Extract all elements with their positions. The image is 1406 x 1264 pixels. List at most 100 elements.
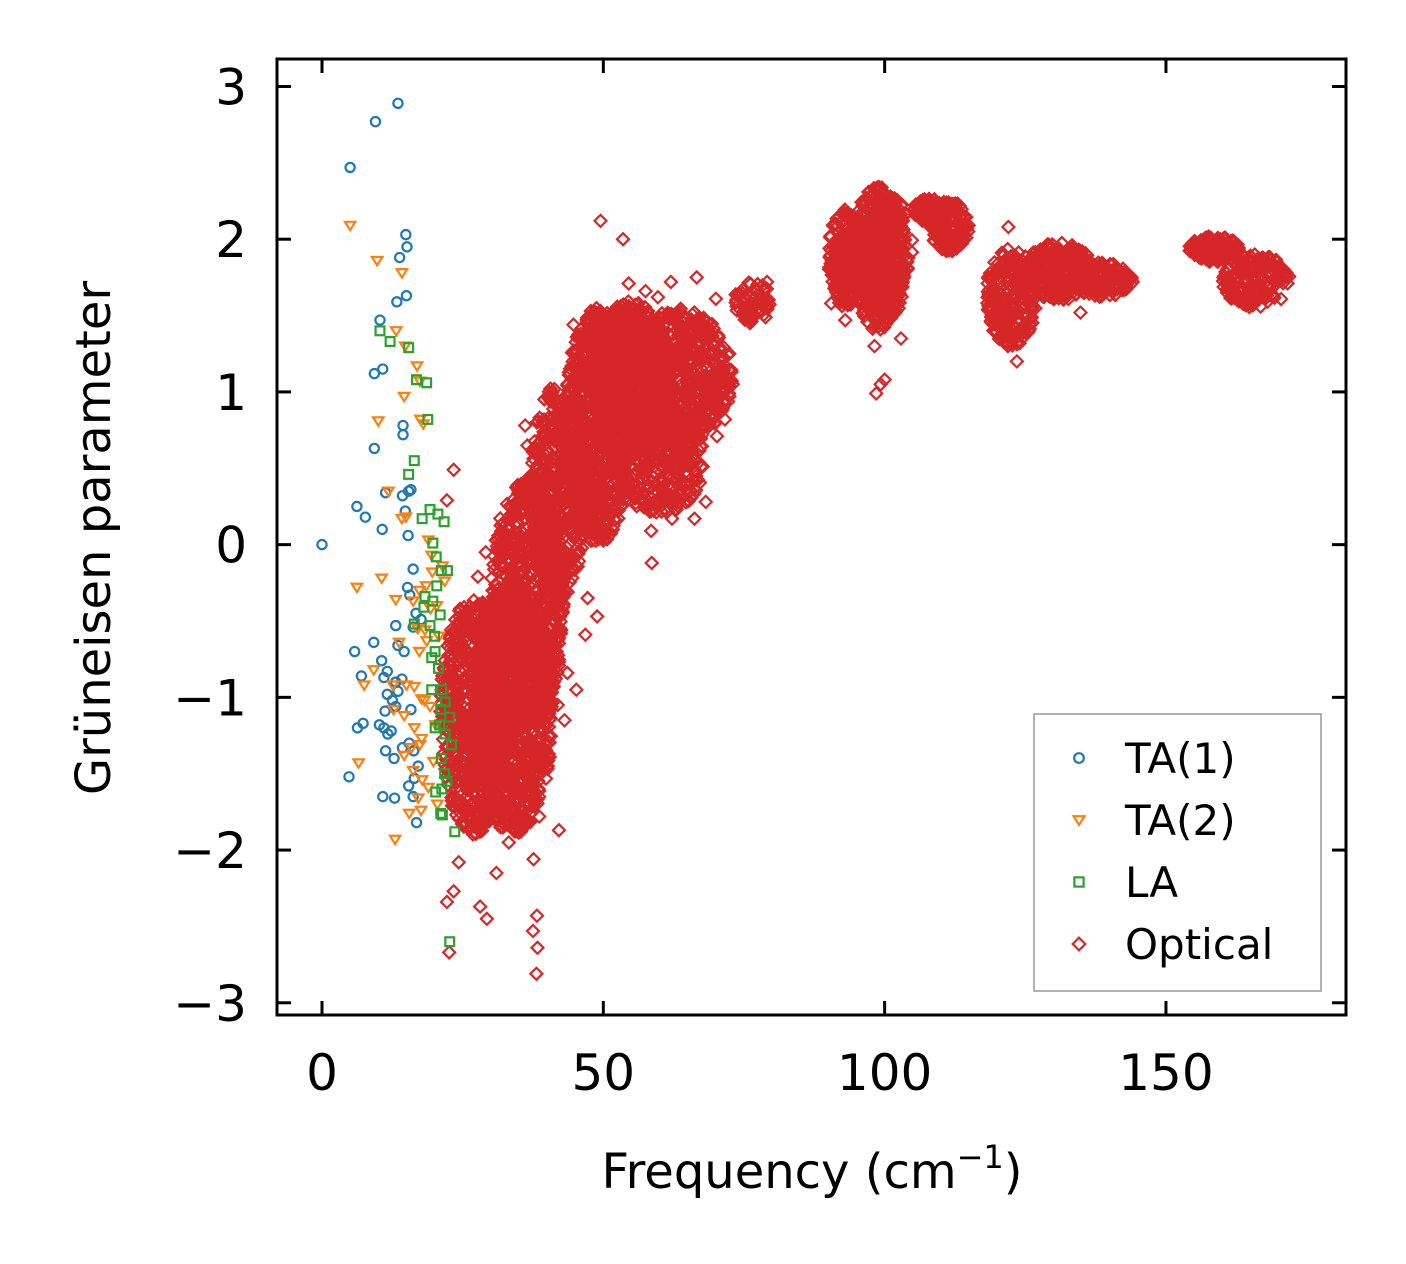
optical-point xyxy=(546,666,562,682)
optical-point xyxy=(497,649,513,665)
optical-point xyxy=(529,458,545,474)
optical-point xyxy=(528,792,544,808)
optical-point xyxy=(505,671,521,687)
optical-point xyxy=(532,767,548,783)
optical-point xyxy=(514,717,530,733)
optical-point xyxy=(468,826,484,842)
optical-point xyxy=(448,675,464,691)
optical-point xyxy=(442,640,458,656)
optical-point xyxy=(516,773,532,789)
optical-point xyxy=(537,626,553,642)
optical-point xyxy=(525,791,541,807)
optical-point xyxy=(533,433,549,449)
optical-point xyxy=(499,496,515,512)
optical-point xyxy=(466,702,482,718)
optical-point xyxy=(481,663,497,679)
optical-point xyxy=(542,576,558,592)
optical-point xyxy=(470,662,486,678)
optical-point xyxy=(453,782,469,799)
optical-point xyxy=(452,759,468,775)
optical-point xyxy=(476,816,492,832)
optical-point xyxy=(506,708,522,725)
optical-point xyxy=(516,683,532,699)
optical-point xyxy=(513,690,529,706)
optical-point xyxy=(551,651,567,668)
optical-point xyxy=(518,660,534,676)
optical-point xyxy=(496,631,512,647)
optical-point xyxy=(541,465,557,481)
optical-point xyxy=(453,644,469,660)
optical-point xyxy=(527,487,543,503)
optical-point xyxy=(500,688,516,705)
optical-point xyxy=(526,776,542,792)
optical-point xyxy=(535,414,551,430)
optical-point xyxy=(565,547,581,563)
optical-point xyxy=(515,525,531,541)
optical-point xyxy=(554,547,571,563)
optical-point xyxy=(522,712,539,729)
optical-point xyxy=(554,587,570,603)
optical-point xyxy=(534,687,550,703)
optical-point xyxy=(503,722,519,738)
optical-point xyxy=(532,486,548,502)
optical-point xyxy=(472,639,489,655)
optical-point xyxy=(541,734,558,751)
optical-point xyxy=(569,546,585,562)
optical-point xyxy=(480,769,496,785)
plot-points xyxy=(316,97,1297,982)
optical-point xyxy=(508,633,524,649)
optical-point xyxy=(538,578,554,594)
optical-point xyxy=(482,780,498,797)
optical-point xyxy=(540,761,556,777)
optical-point xyxy=(451,655,467,671)
optical-point xyxy=(497,769,514,785)
optical-point xyxy=(539,650,555,666)
optical-point xyxy=(535,621,551,637)
optical-point xyxy=(551,493,567,509)
optical-point xyxy=(540,388,556,405)
optical-point xyxy=(472,674,488,690)
optical-point xyxy=(501,552,517,568)
optical-point xyxy=(532,661,548,678)
optical-point xyxy=(437,710,453,726)
optical-point xyxy=(486,604,502,620)
optical-point xyxy=(526,603,543,619)
optical-point xyxy=(453,769,469,785)
optical-point xyxy=(480,792,496,809)
optical-point xyxy=(477,748,493,765)
optical-point xyxy=(483,705,499,721)
optical-point xyxy=(541,514,558,530)
optical-point xyxy=(552,524,568,540)
optical-point xyxy=(548,502,564,518)
optical-point xyxy=(525,642,541,658)
optical-point xyxy=(487,743,503,759)
optical-point xyxy=(537,433,553,449)
optical-point xyxy=(522,483,538,499)
optical-point xyxy=(515,618,531,634)
optical-point xyxy=(458,737,474,753)
optical-point xyxy=(496,523,512,539)
optical-point xyxy=(539,759,555,775)
optical-point xyxy=(469,677,485,693)
optical-point xyxy=(495,815,512,831)
optical-point xyxy=(493,607,509,624)
optical-point xyxy=(528,664,544,680)
optical-point xyxy=(499,520,515,536)
optical-point xyxy=(521,647,537,663)
optical-point xyxy=(497,732,513,748)
optical-point xyxy=(514,822,530,838)
optical-point xyxy=(537,528,553,544)
optical-point xyxy=(456,721,472,737)
optical-point xyxy=(526,610,542,626)
optical-point xyxy=(509,626,525,642)
optical-point xyxy=(534,558,550,574)
optical-point xyxy=(484,795,500,811)
optical-point xyxy=(553,576,569,592)
optical-point xyxy=(542,388,558,404)
optical-point xyxy=(509,778,525,794)
optical-point xyxy=(492,510,508,527)
optical-point xyxy=(508,479,524,496)
optical-point xyxy=(465,796,481,812)
optical-point xyxy=(456,801,473,817)
optical-point xyxy=(493,803,509,819)
